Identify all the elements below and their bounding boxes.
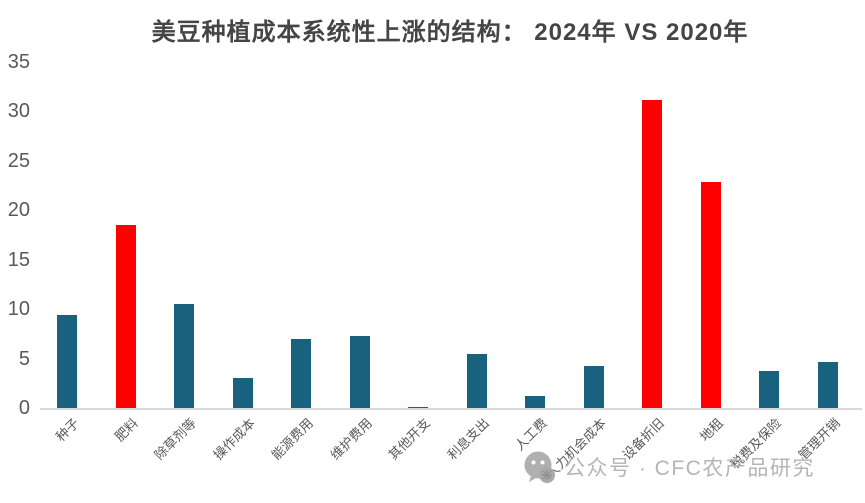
bar — [700, 182, 721, 408]
bar — [291, 339, 311, 408]
y-axis-tick-label: 0 — [18, 397, 30, 419]
wechat-official-account-icon — [524, 451, 555, 483]
bar — [232, 378, 253, 408]
bar — [466, 354, 487, 408]
bar — [174, 304, 194, 408]
bar — [817, 362, 838, 408]
y-axis-tick-label: 20 — [7, 199, 30, 222]
watermark-text: 公众号 · CFC农产品研究 — [564, 457, 815, 480]
y-axis-tick-label: 15 — [7, 248, 30, 271]
y-axis-tick-label: 10 — [7, 298, 30, 321]
bar — [525, 396, 545, 408]
watermark: 公众号 · CFC农产品研究 — [521, 448, 815, 486]
bar — [349, 336, 370, 408]
y-axis-tick-label: 35 — [7, 51, 30, 73]
y-axis-tick-label: 25 — [7, 149, 30, 172]
bar — [583, 366, 604, 408]
bar — [115, 225, 136, 408]
bar — [57, 315, 77, 408]
x-axis-line — [40, 408, 862, 410]
y-axis-tick-label: 30 — [7, 100, 30, 123]
chart-title: 美豆种植成本系统性上涨的结构： 2024年 VS 2020年 — [151, 19, 749, 46]
bar — [759, 371, 779, 408]
y-axis-tick-label: 5 — [18, 347, 30, 370]
bar — [642, 100, 662, 408]
bar — [408, 407, 428, 408]
